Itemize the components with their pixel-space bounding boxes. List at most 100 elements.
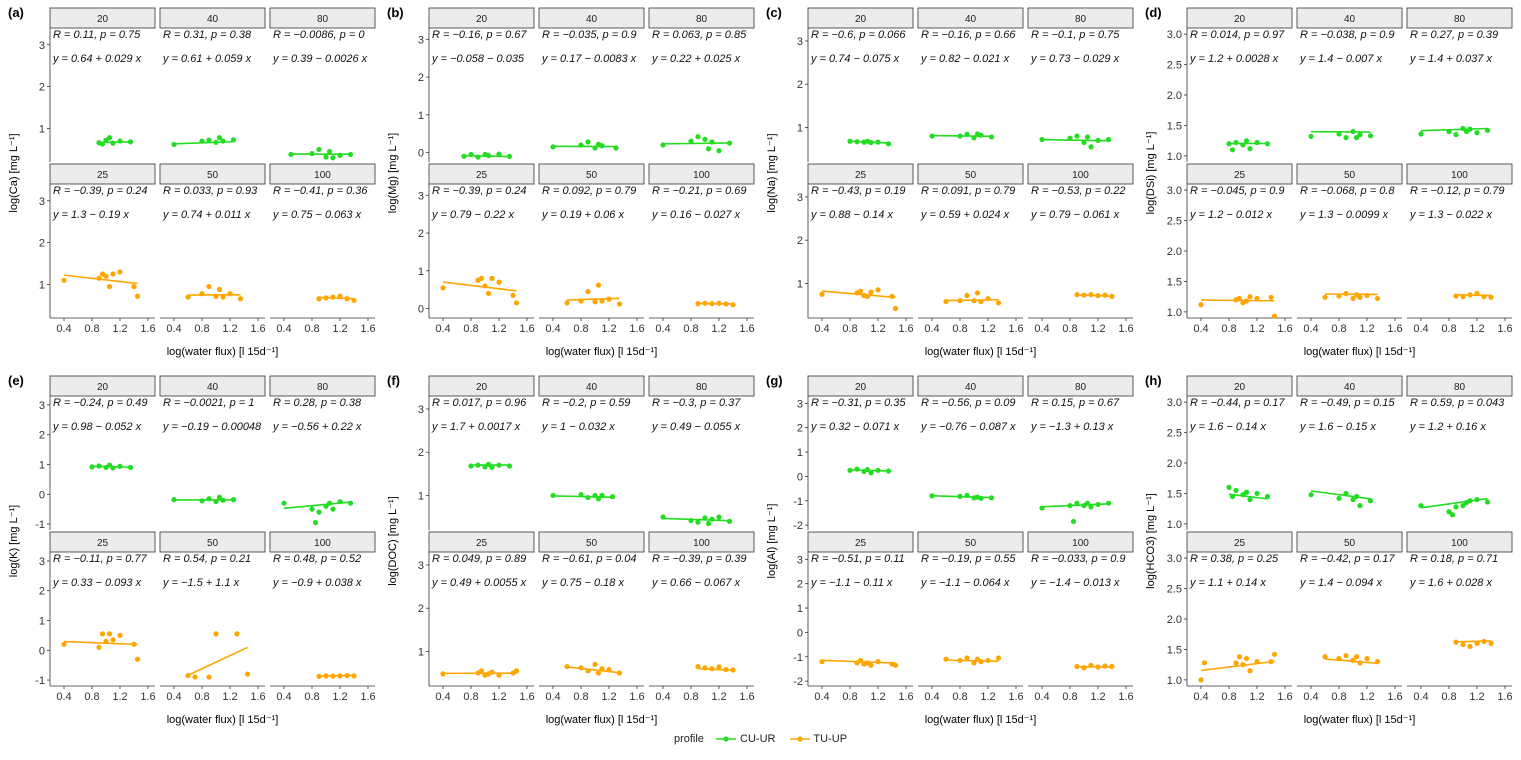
- data-point: [564, 663, 570, 670]
- facet-strip: [648, 531, 755, 553]
- y-tick-label: 1: [39, 459, 45, 471]
- facet-strip: [1296, 531, 1403, 553]
- data-point: [585, 139, 591, 145]
- legend-label-tu-up: TU-UP: [813, 733, 848, 745]
- regression-line: [442, 281, 517, 292]
- data-point: [592, 492, 598, 499]
- data-point: [847, 467, 853, 473]
- data-point: [485, 290, 492, 297]
- x-axis-label-g: log(water flux) [l 15d⁻¹]: [925, 714, 1037, 726]
- y-tick-label: 1: [418, 490, 424, 502]
- data-point: [1357, 660, 1363, 666]
- data-point: [103, 638, 109, 644]
- x-axis-label-b: log(water flux) [l 15d⁻¹]: [546, 346, 658, 358]
- facet-g-20: 20 -2 -1 0 1 2 3 R = −0.31, p = 0.35 y = 0.32 − …: [793, 375, 914, 532]
- data-point: [513, 668, 520, 674]
- data-point: [723, 666, 729, 673]
- regression-line: [1420, 127, 1488, 132]
- annotation-equation: y = 1.7 + 0.0017 x: [431, 421, 521, 433]
- x-tick-label: 0.8: [1441, 323, 1456, 335]
- panel-c: (c) log(Na) [mg L⁻¹] log(water flux) [l 15…: [766, 5, 1134, 358]
- y-tick-label: 2: [418, 228, 424, 240]
- data-point: [885, 468, 892, 474]
- y-tick-label: 1: [797, 603, 803, 615]
- data-point: [1233, 660, 1239, 666]
- x-tick-label: 1.6: [1118, 323, 1133, 335]
- data-point: [1198, 677, 1204, 683]
- annotation-equation: y = 1.6 − 0.15 x: [1299, 421, 1376, 433]
- annotation-equation: y = 0.19 + 0.06 x: [541, 209, 624, 221]
- data-point: [595, 670, 602, 676]
- data-point: [660, 142, 666, 148]
- x-tick-label: 0.8: [1062, 323, 1077, 335]
- annotation-equation: y = −1.4 − 0.013 x: [1030, 577, 1120, 589]
- data-point: [337, 673, 343, 679]
- annotation-r-p: R = 0.014, p = 0.97: [1190, 29, 1285, 41]
- data-point: [847, 138, 853, 144]
- data-point: [1374, 659, 1381, 665]
- annotation-r-p: R = 0.092, p = 0.79: [542, 185, 636, 197]
- data-point: [309, 506, 315, 512]
- data-point: [1095, 501, 1101, 508]
- x-tick-label: 1.2: [491, 323, 506, 335]
- data-point: [1460, 503, 1466, 509]
- data-point: [510, 292, 516, 298]
- annotation-r-p: R = −0.0021, p = 1: [163, 397, 254, 409]
- data-point: [854, 466, 860, 472]
- data-point: [216, 494, 223, 500]
- x-tick-label: 1.2: [870, 323, 885, 335]
- y-tick-label: 3: [797, 36, 803, 48]
- data-point: [1357, 294, 1363, 300]
- facet-h-80: 80 R = 0.59, p = 0.043 y = 1.2 + 0.16 x: [1406, 375, 1513, 518]
- facet-strip: [917, 7, 1024, 29]
- annotation-r-p: R = −0.53, p = 0.22: [1031, 185, 1126, 197]
- facet-c-50: 50 0.4 0.8 1.2 1.6 R = 0.091, p = 0.79 y = 0.5…: [917, 163, 1024, 335]
- y-tick-label: 1: [797, 278, 803, 290]
- annotation-equation: y = 1.4 + 0.037 x: [1409, 53, 1492, 65]
- y-tick-label: -2: [793, 676, 803, 688]
- annotation-equation: y = 1.2 − 0.012 x: [1189, 209, 1272, 221]
- data-point: [616, 670, 623, 676]
- facet-strip-label: 100: [1451, 170, 1468, 181]
- data-point: [1374, 295, 1381, 302]
- x-tick-label: 1.2: [711, 691, 726, 703]
- x-tick-label: 0.4: [276, 323, 291, 335]
- data-point: [695, 519, 701, 525]
- data-point: [1484, 499, 1491, 505]
- facet-strip-label: 40: [207, 382, 219, 393]
- data-point: [889, 293, 895, 299]
- data-point: [316, 673, 322, 680]
- facet-strip-label: 50: [207, 170, 219, 181]
- data-point: [857, 288, 864, 294]
- facet-e-100: 100 0.4 0.8 1.2 1.6 R = 0.48, p = 0.52 y = −0.…: [269, 531, 376, 703]
- data-point: [131, 641, 137, 647]
- x-tick-label: 0.8: [304, 691, 319, 703]
- facet-h-25: 25 1.0 1.5 2.0 2.5 3.0 0.4 0.8 1.2 1.6 R = 0.38, p…: [1167, 531, 1293, 703]
- data-point: [988, 134, 995, 140]
- data-point: [468, 463, 474, 469]
- x-tick-label: 1.2: [1249, 323, 1264, 335]
- facet-strip-label: 25: [1234, 538, 1246, 549]
- annotation-r-p: R = 0.18, p = 0.71: [1410, 553, 1498, 565]
- y-tick-label: 3.0: [1167, 29, 1182, 41]
- data-point: [564, 300, 570, 306]
- annotation-r-p: R = −0.6, p = 0.066: [811, 29, 906, 41]
- y-tick-label: 3: [797, 192, 803, 204]
- data-point: [705, 146, 712, 152]
- x-axis-label-c: log(water flux) [l 15d⁻¹]: [925, 346, 1037, 358]
- annotation-r-p: R = −0.39, p = 0.39: [652, 553, 747, 565]
- panel-e: (e) log(K) [mg L⁻¹] log(water flux) [l 15d…: [8, 373, 376, 726]
- facet-strip: [1406, 163, 1513, 185]
- facet-strip: [159, 7, 266, 29]
- data-point: [578, 298, 584, 304]
- facet-strip: [1296, 7, 1403, 29]
- facet-strip: [1406, 375, 1513, 397]
- x-tick-label: 1.6: [1497, 691, 1512, 703]
- data-point: [312, 519, 319, 526]
- x-tick-label: 0.4: [814, 691, 829, 703]
- x-tick-label: 0.4: [276, 691, 291, 703]
- data-point: [864, 466, 871, 473]
- facet-strip-label: 50: [1344, 538, 1356, 549]
- data-point: [599, 298, 605, 304]
- x-tick-label: 0.4: [1193, 691, 1208, 703]
